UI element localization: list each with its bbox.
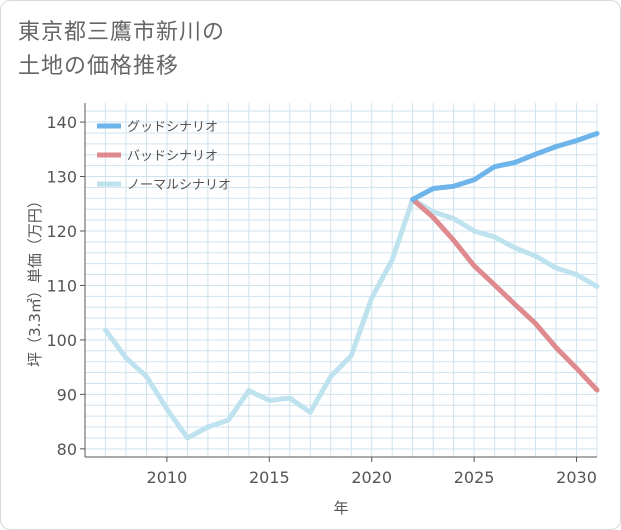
y-tick-label: 110 — [46, 276, 77, 295]
legend-label-normal: ノーマルシナリオ — [127, 178, 231, 193]
x-tick-label: 2015 — [249, 468, 290, 487]
series-line-normal — [103, 196, 600, 441]
series-line-bad — [410, 196, 600, 393]
y-axis-label: 坪（3.3㎡）単価（万円） — [26, 193, 44, 367]
x-tick-label: 2025 — [454, 468, 495, 487]
y-tick-label: 130 — [46, 168, 77, 187]
x-tick-label: 2020 — [351, 468, 392, 487]
series-layer — [103, 131, 600, 441]
page-title: 東京都三鷹市新川の 土地の価格推移 — [18, 16, 225, 84]
y-tick-label: 90 — [57, 385, 77, 404]
y-tick-label: 80 — [57, 440, 77, 459]
legend-label-good: グッドシナリオ — [127, 120, 218, 135]
axis-layer: 80 90 100 110 120 130 140 2010 2015 2020 2025 2030 — [46, 103, 597, 487]
legend-label-bad: バッドシナリオ — [127, 149, 218, 164]
y-tick-label: 120 — [46, 222, 77, 241]
series-line-good — [410, 131, 600, 202]
title-line-1: 東京都三鷹市新川の — [18, 20, 226, 45]
x-tick-label: 2010 — [147, 468, 188, 487]
x-axis-label: 年 — [333, 499, 348, 517]
y-tick-label: 100 — [46, 331, 77, 350]
title-line-2: 土地の価格推移 — [18, 54, 180, 79]
x-tick-label: 2030 — [556, 468, 597, 487]
y-tick-label: 140 — [46, 113, 77, 132]
